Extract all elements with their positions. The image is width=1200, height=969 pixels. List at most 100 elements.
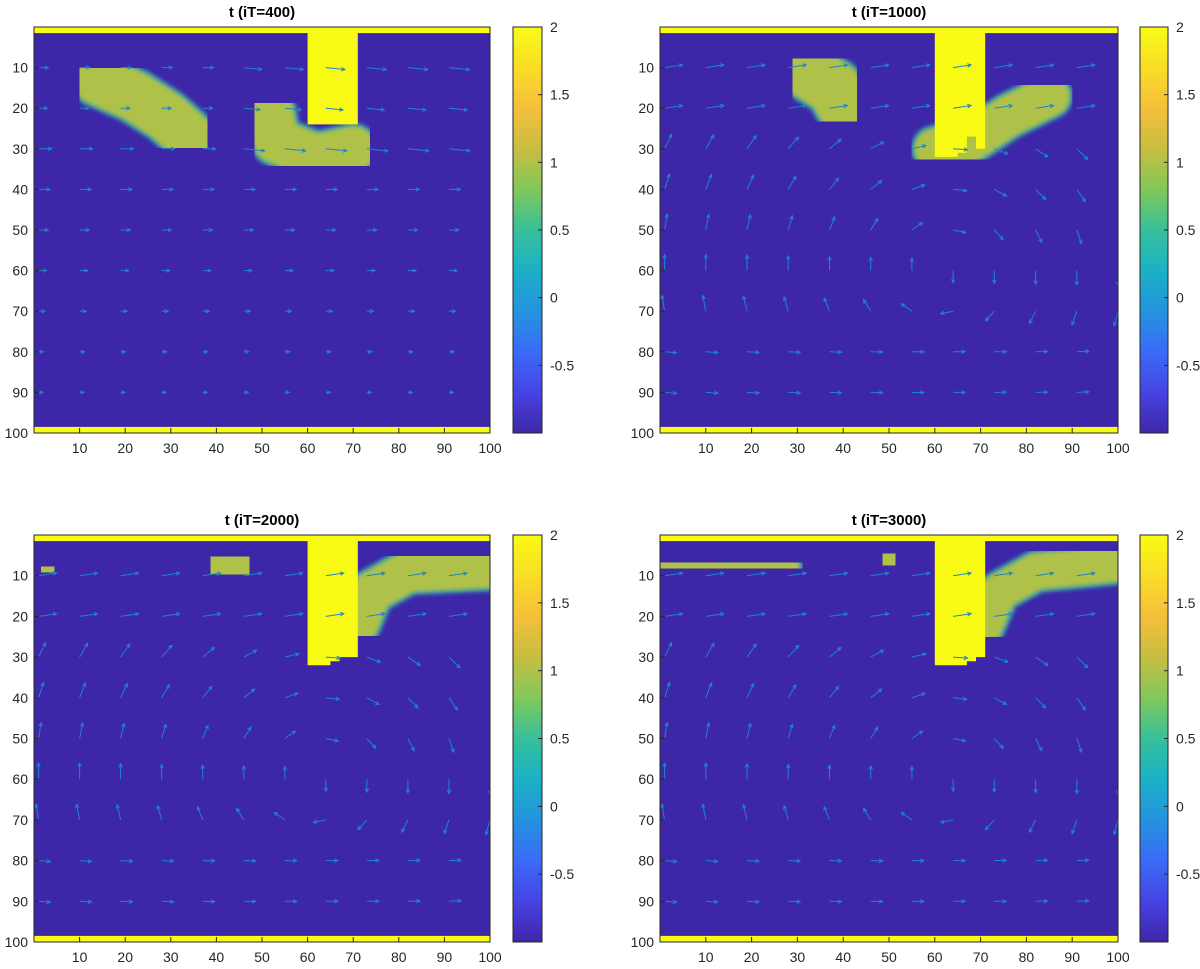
quiver-arrow	[284, 692, 299, 699]
colorbar-tick-label: 2	[1176, 19, 1184, 35]
colorbar-tick-label: 1.5	[550, 595, 570, 611]
quiver-arrow	[196, 805, 204, 821]
y-tick-label: 90	[12, 384, 28, 400]
colorbar-tick-label: 2	[550, 19, 558, 35]
quiver-arrow	[664, 390, 678, 396]
quiver-arrow	[705, 571, 725, 577]
panel-1: t (iT=400)10 20 30 40 50 60 70 80 90 100102030405…	[5, 4, 575, 456]
quiver-arrow	[325, 571, 345, 577]
x-tick-label: 90	[1064, 440, 1080, 456]
quiver-arrow	[161, 571, 181, 577]
quiver-arrow	[788, 103, 808, 109]
x-tick-label: 10	[698, 440, 714, 456]
x-tick-label: 20	[117, 949, 133, 965]
x-tick-label: 60	[927, 440, 943, 456]
quiver-arrow	[664, 103, 684, 109]
quiver-arrow	[1033, 270, 1038, 286]
colorbar-tick-label: 0.5	[550, 731, 570, 747]
quiver-arrow	[407, 656, 422, 667]
colorbar-tick-label: 0.5	[1176, 731, 1196, 747]
quiver-arrow	[1117, 738, 1118, 741]
quiver-arrow	[284, 107, 303, 112]
quiver-arrow	[787, 683, 797, 699]
quiver-arrow	[79, 721, 85, 739]
quiver-arrow	[449, 187, 462, 192]
quiver-arrow	[202, 227, 214, 233]
quiver-arrow	[829, 899, 843, 904]
quiver-arrow	[79, 899, 93, 905]
y-tick-label: 90	[638, 384, 654, 400]
quiver-arrow	[911, 571, 932, 577]
quiver-arrow	[1076, 697, 1086, 711]
quiver-arrow	[489, 900, 490, 902]
quiver-arrow	[79, 268, 89, 273]
blob-2	[863, 535, 915, 585]
quiver-arrow	[993, 229, 1004, 241]
quiver-arrow	[703, 762, 708, 780]
quiver-arrow	[746, 63, 767, 69]
quiver-arrow	[407, 697, 419, 709]
colorbar-tick-label: 2	[1176, 527, 1184, 543]
y-tick-label: 80	[638, 344, 654, 360]
quiver-arrow	[953, 188, 968, 193]
quiver-arrow	[38, 899, 52, 905]
quiver-arrow	[705, 899, 719, 905]
quiver-arrow	[870, 103, 890, 109]
quiver-arrow	[202, 571, 222, 577]
quiver-arrow	[664, 133, 673, 150]
quiver-arrow	[994, 188, 1008, 197]
quiver-arrow	[159, 763, 164, 780]
quiver-arrow	[703, 253, 708, 271]
quiver-arrow	[366, 349, 373, 354]
y-tick-label: 80	[12, 853, 28, 869]
quiver-arrow	[664, 571, 684, 577]
y-tick-label: 50	[12, 222, 28, 238]
quiver-arrow	[366, 187, 380, 192]
y-tick-label: 80	[638, 853, 654, 869]
heatmap-background	[34, 535, 490, 942]
quiver-arrow	[953, 612, 973, 617]
quiver-arrow	[38, 227, 50, 233]
quiver-arrow	[870, 858, 884, 863]
quiver-arrow	[953, 349, 967, 354]
quiver-arrow	[489, 657, 490, 658]
quiver-arrow	[746, 571, 767, 577]
quiver-arrow	[939, 310, 954, 316]
quiver-arrow	[243, 688, 256, 699]
quiver-arrow	[325, 268, 336, 273]
quiver-arrow	[38, 571, 58, 577]
quiver-arrow	[77, 762, 82, 780]
colorbar	[512, 26, 543, 434]
quiver-arrow	[284, 268, 295, 273]
quiver-arrow	[161, 187, 175, 192]
colorbar-tick-label: 0	[1176, 290, 1184, 306]
quiver-arrow	[1071, 819, 1078, 835]
quiver-arrow	[38, 681, 45, 698]
quiver-arrow	[282, 765, 287, 780]
quiver-arrow	[984, 819, 995, 831]
quiver-arrow	[994, 697, 1008, 706]
quiver-arrow	[38, 187, 52, 192]
quiver-arrow	[323, 779, 329, 793]
quiver-arrow	[705, 173, 713, 190]
quiver-arrow	[787, 136, 800, 150]
x-tick-label: 80	[391, 440, 407, 456]
x-tick-label: 70	[345, 949, 361, 965]
quiver-arrow	[870, 349, 884, 355]
heatmap-field	[34, 535, 490, 942]
quiver-arrow	[120, 682, 128, 699]
quiver-arrow	[994, 148, 1010, 155]
quiver-arrow	[746, 899, 761, 904]
quiver-arrow	[490, 188, 502, 191]
quiver-arrow	[900, 303, 913, 312]
quiver-arrow	[823, 805, 830, 821]
quiver-arrow	[953, 858, 967, 863]
quiver-arrow	[994, 349, 1008, 354]
quiver-arrow	[1035, 148, 1049, 158]
quiver-arrow	[448, 571, 469, 577]
quiver-arrow	[325, 187, 339, 192]
x-tick-label: 50	[254, 440, 270, 456]
quiver-arrow	[939, 819, 954, 824]
quiver-arrow	[1035, 898, 1049, 904]
